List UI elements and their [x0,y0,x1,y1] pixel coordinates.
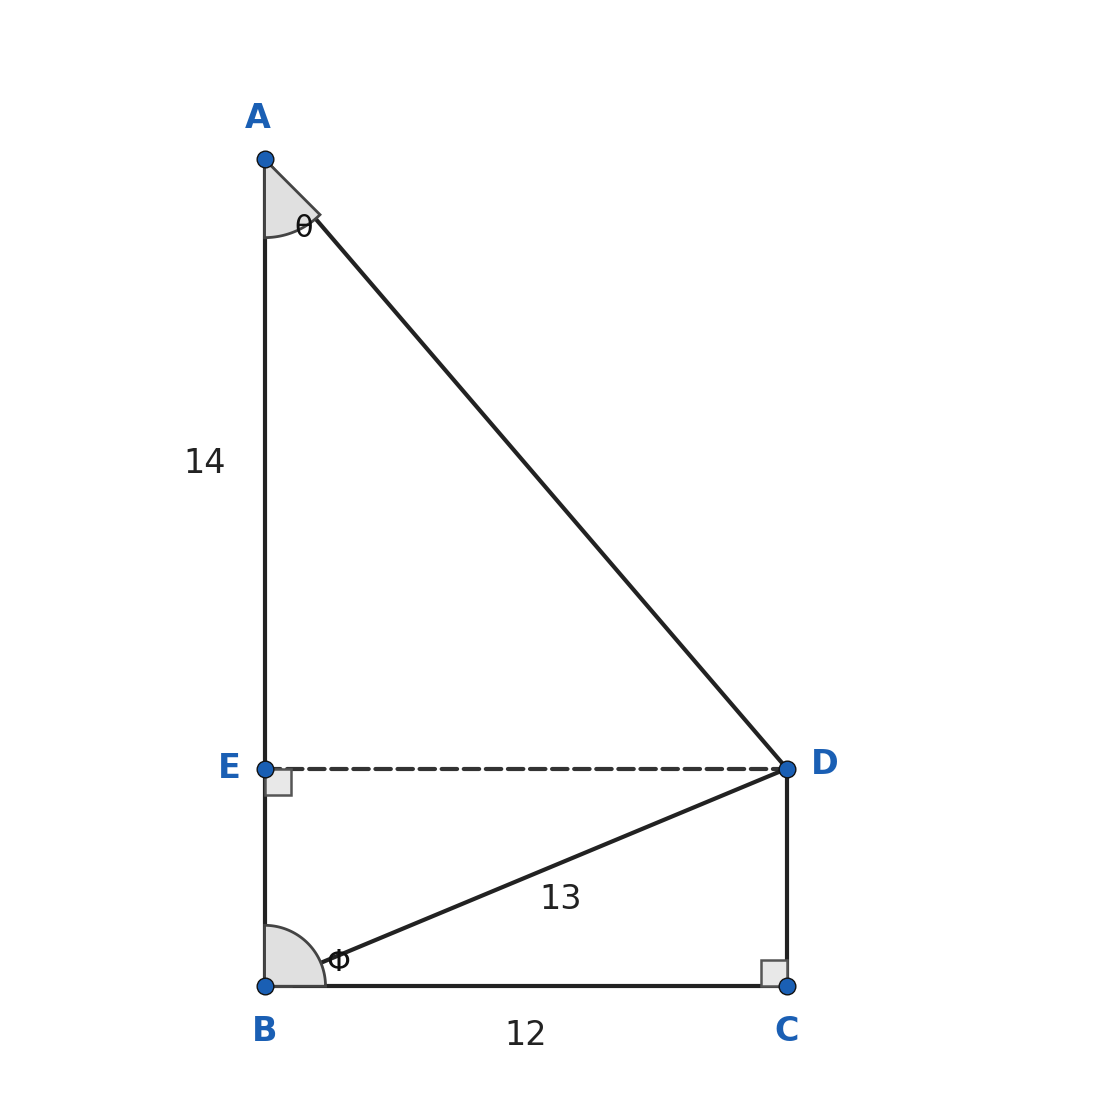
Text: C: C [774,1015,799,1048]
Text: 13: 13 [540,883,581,916]
Polygon shape [761,960,787,986]
Polygon shape [265,160,320,238]
Text: D: D [810,748,839,781]
Polygon shape [265,768,290,795]
Text: E: E [218,753,241,785]
Text: B: B [252,1015,277,1048]
Text: A: A [245,102,270,136]
Polygon shape [265,960,290,986]
Text: Φ: Φ [326,948,350,976]
Text: 12: 12 [505,1019,548,1052]
Text: θ: θ [295,215,313,244]
Polygon shape [265,926,325,986]
Text: 14: 14 [183,447,226,480]
